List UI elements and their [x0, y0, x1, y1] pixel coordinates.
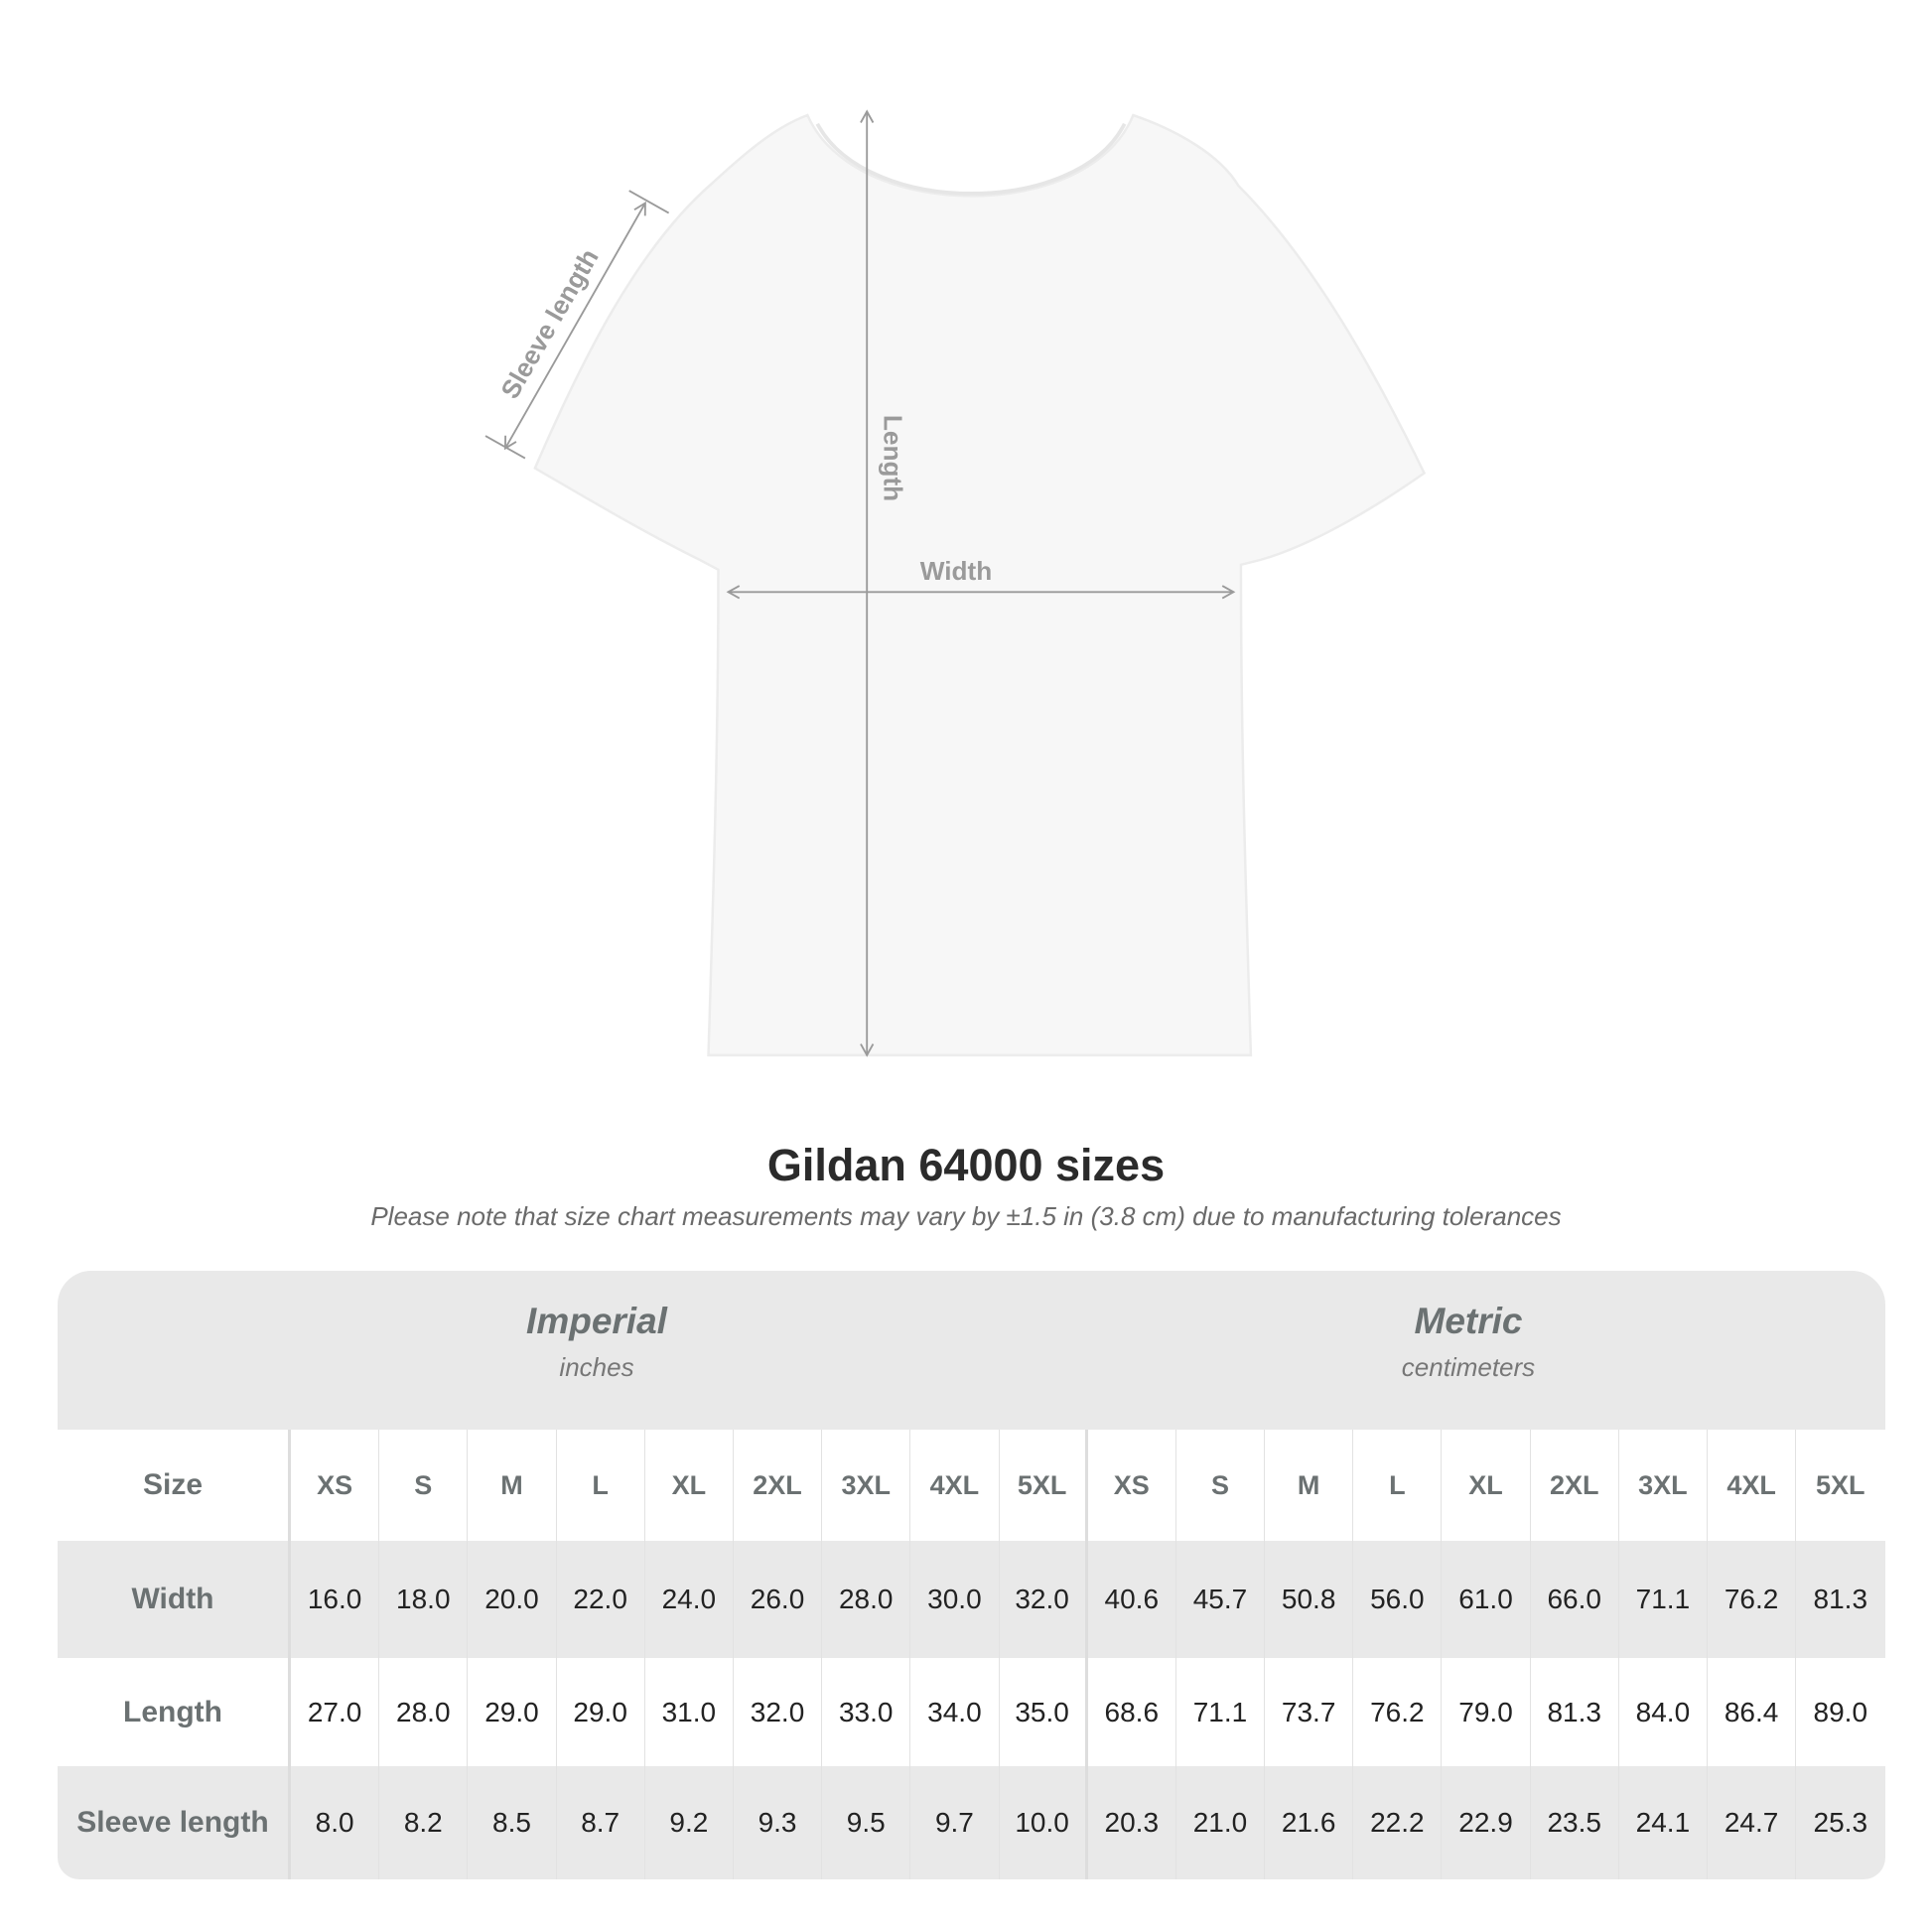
table-cell: 71.1	[1176, 1658, 1266, 1766]
table-cell: 50.8	[1265, 1541, 1354, 1658]
table-cell: 61.0	[1442, 1541, 1531, 1658]
table-cell: 35.0	[1000, 1658, 1088, 1766]
table-cell: 24.0	[645, 1541, 734, 1658]
table-cell: 89.0	[1813, 1696, 1868, 1727]
size-table: Imperial inches Metric centimeters Size X…	[58, 1271, 1885, 1879]
table-cell: 24.7	[1708, 1766, 1797, 1879]
table-cell: 32.0	[1000, 1541, 1088, 1658]
table-cell: 28.0	[822, 1541, 911, 1658]
table-cell: 81.3	[1813, 1584, 1868, 1614]
table-cell: 8.7	[557, 1766, 645, 1879]
table-cell: 56.0	[1353, 1541, 1443, 1658]
table-row-width: Width 16.0 18.0 20.0 22.0 24.0 26.0 28.0 30.0 32.…	[58, 1541, 1885, 1658]
row-label: Width	[58, 1541, 291, 1658]
width-label: Width	[920, 556, 992, 586]
table-cell: 79.0	[1442, 1658, 1531, 1766]
table-cell: 76.2	[1353, 1658, 1443, 1766]
table-cell: 71.1	[1619, 1541, 1708, 1658]
table-cell: 76.2	[1708, 1541, 1797, 1658]
sleeve-line	[503, 201, 646, 451]
row-label: Length	[58, 1658, 291, 1766]
size-header-cell: 4XL	[910, 1430, 1000, 1541]
table-cell: 9.2	[645, 1766, 734, 1879]
size-header-cell: XS	[291, 1430, 380, 1541]
table-cell: 32.0	[734, 1658, 823, 1766]
table-cell: 18.0	[379, 1541, 469, 1658]
table-cell: 29.0	[557, 1658, 645, 1766]
table-cell: 40.6	[1088, 1541, 1176, 1658]
size-header-cell: XS	[1088, 1430, 1176, 1541]
row-label: Sleeve length	[58, 1766, 291, 1879]
size-header-cell: 5XL	[1816, 1469, 1865, 1500]
size-header-cell: L	[1353, 1430, 1443, 1541]
table-cell: 20.3	[1088, 1766, 1176, 1879]
table-cell: 84.0	[1619, 1658, 1708, 1766]
table-cell: 20.0	[468, 1541, 557, 1658]
table-cell: 8.2	[379, 1766, 469, 1879]
table-cell: 22.2	[1353, 1766, 1443, 1879]
table-cell: 25.3	[1813, 1807, 1868, 1838]
table-cell: 22.0	[557, 1541, 645, 1658]
table-cell: 9.7	[910, 1766, 1000, 1879]
tolerance-note: Please note that size chart measurements…	[370, 1201, 1562, 1231]
table-cell: 29.0	[468, 1658, 557, 1766]
table-cell: 73.7	[1265, 1658, 1354, 1766]
table-cell: 81.3	[1531, 1658, 1619, 1766]
table-cell: 30.0	[910, 1541, 1000, 1658]
table-cell: 34.0	[910, 1658, 1000, 1766]
metric-header: Metric centimeters	[1401, 1301, 1536, 1382]
size-header-cell: M	[1265, 1430, 1354, 1541]
size-header-cell: 3XL	[822, 1430, 911, 1541]
table-cell: 86.4	[1708, 1658, 1797, 1766]
table-cell: 10.0	[1000, 1766, 1088, 1879]
unit-header-band: Imperial inches Metric centimeters	[58, 1271, 1885, 1430]
table-row-sleeve-length: Sleeve length 8.0 8.2 8.5 8.7 9.2 9.3 9.5 9.7 10.…	[58, 1766, 1885, 1879]
size-header-cell: 5XL	[1000, 1430, 1088, 1541]
table-cell: 31.0	[645, 1658, 734, 1766]
table-cell: 8.0	[291, 1766, 380, 1879]
table-cell: 21.0	[1176, 1766, 1266, 1879]
size-header-cell: 3XL	[1619, 1430, 1708, 1541]
size-header-cell: XL	[1442, 1430, 1531, 1541]
table-cell: 9.3	[734, 1766, 823, 1879]
table-cell: 27.0	[291, 1658, 380, 1766]
length-label: Length	[879, 415, 908, 501]
size-header-cell: S	[379, 1430, 469, 1541]
size-header-cell: 2XL	[734, 1430, 823, 1541]
table-cell: 26.0	[734, 1541, 823, 1658]
table-row-length: Length 27.0 28.0 29.0 29.0 31.0 32.0 33.0 34.0 35…	[58, 1658, 1885, 1766]
size-header-cell: L	[557, 1430, 645, 1541]
table-cell: 16.0	[291, 1541, 380, 1658]
table-cell: 8.5	[468, 1766, 557, 1879]
table-cell: 45.7	[1176, 1541, 1266, 1658]
size-header-label: Size	[58, 1430, 291, 1541]
size-row: Size XS S M L XL 2XL 3XL 4XL 5XL XS S M L XL 2XL 3XL 4XL 5…	[58, 1430, 1885, 1541]
table-cell: 23.5	[1531, 1766, 1619, 1879]
size-header-cell: 2XL	[1531, 1430, 1619, 1541]
size-header-cell: XL	[645, 1430, 734, 1541]
table-cell: 66.0	[1531, 1541, 1619, 1658]
table-cell: 9.5	[822, 1766, 911, 1879]
table-cell: 24.1	[1619, 1766, 1708, 1879]
table-cell: 28.0	[379, 1658, 469, 1766]
imperial-header: Imperial inches	[526, 1301, 667, 1382]
size-header-cell: 4XL	[1708, 1430, 1797, 1541]
size-header-cell: M	[468, 1430, 557, 1541]
table-cell: 22.9	[1442, 1766, 1531, 1879]
table-cell: 68.6	[1088, 1658, 1176, 1766]
table-cell: 33.0	[822, 1658, 911, 1766]
table-cell: 21.6	[1265, 1766, 1354, 1879]
page-title: Gildan 64000 sizes	[766, 1140, 1166, 1190]
size-header-cell: S	[1176, 1430, 1266, 1541]
